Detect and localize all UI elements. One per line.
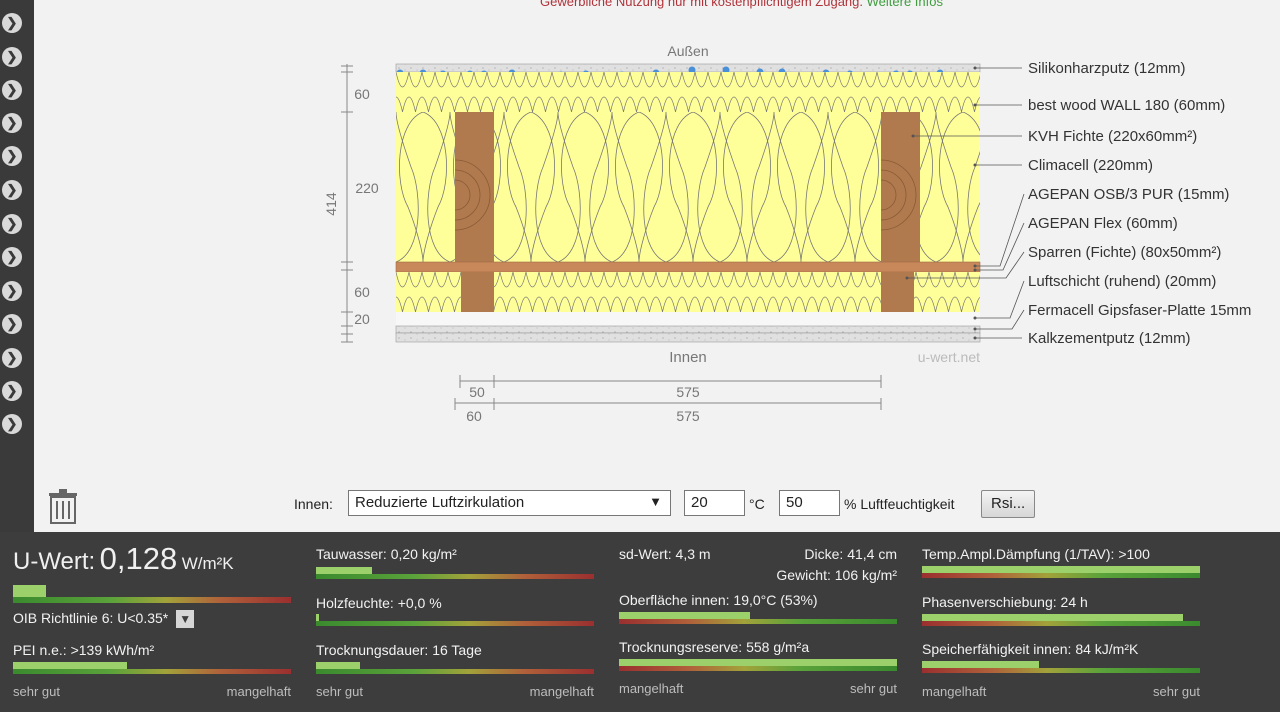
layer-label-8: Luftschicht (ruhend) (20mm) <box>1028 273 1216 290</box>
oib-text: OIB Richtlinie 6: U<0.35* <box>13 610 169 626</box>
pei-bar <box>13 662 291 674</box>
chevron-right-icon[interactable]: ❯ <box>2 80 22 100</box>
humidity-input[interactable]: 50 <box>779 490 840 516</box>
tauwasser-bar <box>316 567 594 579</box>
layer-label-1: Silikonharzputz (12mm) <box>1028 60 1186 77</box>
chevron-right-icon[interactable]: ❯ <box>2 214 22 234</box>
more-info-link[interactable]: Weitere Infos <box>866 0 943 9</box>
surface-temp-label: Oberfläche innen: 19,0°C (53%) <box>619 592 818 608</box>
layer-label-5: AGEPAN OSB/3 PUR (15mm) <box>1028 186 1229 203</box>
wall-cross-section: Außen Innen u-wert.net <box>323 43 1251 424</box>
layer-label-4: Climacell (220mm) <box>1028 157 1153 174</box>
layer-label-3: KVH Fichte (220x60mm²) <box>1028 128 1197 145</box>
drying-reserve-bar <box>619 659 897 671</box>
layer-air <box>396 312 980 326</box>
weight: Gewicht: 106 kg/m² <box>776 567 897 583</box>
scale-bad: mangelhaft <box>922 684 987 699</box>
dim-20: 20 <box>354 311 370 327</box>
inside-climate-label: Innen: <box>294 496 333 512</box>
layer-label-2: best wood WALL 180 (60mm) <box>1028 97 1225 114</box>
drying-reserve-label: Trocknungsreserve: 558 g/m²a <box>619 639 810 655</box>
scale-bad: mangelhaft <box>226 684 291 699</box>
phase-shift-label: Phasenverschiebung: 24 h <box>922 594 1088 610</box>
tav-label: Temp.Ampl.Dämpfung (1/TAV): >100 <box>922 546 1150 562</box>
layer-kalkzementputz <box>395 332 981 343</box>
notice-text: Gewerbliche Nutzung nur mit kostenpflich… <box>540 0 863 9</box>
wood-grain <box>454 159 917 231</box>
layer-label-9: Fermacell Gipsfaser-Platte 15mm <box>1028 302 1251 319</box>
temperature-unit: °C <box>749 496 765 512</box>
u-value-bar <box>13 585 291 603</box>
holzfeuchte-bar <box>316 614 594 626</box>
chevron-right-icon[interactable]: ❯ <box>2 414 22 434</box>
thickness: Dicke: 41,4 cm <box>804 546 897 562</box>
dim-60-b: 60 <box>466 408 482 424</box>
u-value-unit: W/m²K <box>181 554 234 573</box>
left-toolbar: ❯ ❯ ❯ ❯ ❯ ❯ ❯ ❯ ❯ ❯ ❯ ❯ ❯ <box>0 0 34 532</box>
heat-storage-bar <box>922 661 1200 673</box>
leader-dots <box>905 66 977 340</box>
watermark: u-wert.net <box>918 349 980 365</box>
pei-label: PEI n.e.: >139 kWh/m² <box>13 642 155 658</box>
dim-total: 414 <box>323 192 339 216</box>
trocknungsdauer-label: Trocknungsdauer: 16 Tage <box>316 642 482 658</box>
leader-lines <box>907 67 1025 339</box>
trocknungsdauer-bar <box>316 662 594 674</box>
u-value: U-Wert: 0,128 W/m²K <box>13 541 234 577</box>
heat-storage-label: Speicherfähigkeit innen: 84 kJ/m²K <box>922 641 1139 657</box>
chevron-right-icon[interactable]: ❯ <box>2 47 22 67</box>
scale-bad: mangelhaft <box>529 684 594 699</box>
kvh-stud-right <box>881 112 920 262</box>
dim-220: 220 <box>355 180 379 196</box>
inside-label: Innen <box>669 349 707 366</box>
layer-label-6: AGEPAN Flex (60mm) <box>1028 215 1178 232</box>
u-value-number: 0,128 <box>99 541 178 576</box>
results-panel: U-Wert: 0,128 W/m²K OIB Richtlinie 6: U<… <box>0 532 1280 712</box>
scale-good: sehr gut <box>316 684 363 699</box>
chevron-right-icon[interactable]: ❯ <box>2 348 22 368</box>
layer-fermacell <box>395 325 981 334</box>
chevron-right-icon[interactable]: ❯ <box>2 180 22 200</box>
airflow-select-value: Reduzierte Luftzirkulation <box>355 494 525 511</box>
rsi-button[interactable]: Rsi... <box>981 490 1036 518</box>
chevron-right-icon[interactable]: ❯ <box>2 113 22 133</box>
commercial-notice: Gewerbliche Nutzung nur mit kostenpflich… <box>540 0 943 9</box>
dim-50: 50 <box>469 384 485 400</box>
tauwasser-label: Tauwasser: 0,20 kg/m² <box>316 546 457 562</box>
kvh-stud-left <box>455 112 494 262</box>
dim-575-a: 575 <box>676 384 700 400</box>
oib-requirement[interactable]: OIB Richtlinie 6: U<0.35* ▼ <box>13 610 195 629</box>
phase-shift-bar <box>922 614 1200 626</box>
sd-value: sd-Wert: 4,3 m <box>619 546 711 562</box>
chevron-right-icon[interactable]: ❯ <box>2 314 22 334</box>
dropdown-arrow-icon[interactable]: ▼ <box>176 610 195 629</box>
u-value-label: U-Wert: <box>13 548 96 575</box>
chevron-right-icon[interactable]: ❯ <box>2 146 22 166</box>
tav-bar <box>922 566 1200 578</box>
outside-label: Außen <box>667 43 708 59</box>
trash-icon[interactable] <box>48 488 78 524</box>
dim-575-b: 575 <box>676 408 700 424</box>
chevron-right-icon[interactable]: ❯ <box>2 13 22 33</box>
dropdown-arrow-icon: ▼ <box>649 494 662 509</box>
layer-label-10: Kalkzementputz (12mm) <box>1028 330 1191 347</box>
airflow-select[interactable]: Reduzierte Luftzirkulation ▼ <box>348 490 671 516</box>
dimension-lines <box>341 64 882 410</box>
layer-label-7: Sparren (Fichte) (80x50mm²) <box>1028 244 1221 261</box>
surface-temp-bar <box>619 612 897 624</box>
temperature-input[interactable]: 20 <box>684 490 745 516</box>
scale-good: sehr gut <box>1153 684 1200 699</box>
layer-wood-fibre-outer <box>396 72 980 112</box>
scale-good: sehr gut <box>13 684 60 699</box>
chevron-right-icon[interactable]: ❯ <box>2 281 22 301</box>
scale-good: sehr gut <box>850 681 897 696</box>
chevron-right-icon[interactable]: ❯ <box>2 247 22 267</box>
layer-osb <box>395 261 981 273</box>
scale-bad: mangelhaft <box>619 681 684 696</box>
chevron-right-icon[interactable]: ❯ <box>2 381 22 401</box>
humidity-unit: % Luftfeuchtigkeit <box>844 496 955 512</box>
dim-60-top: 60 <box>354 86 370 102</box>
dim-60-bottom: 60 <box>354 284 370 300</box>
holzfeuchte-label: Holzfeuchte: +0,0 % <box>316 595 442 611</box>
